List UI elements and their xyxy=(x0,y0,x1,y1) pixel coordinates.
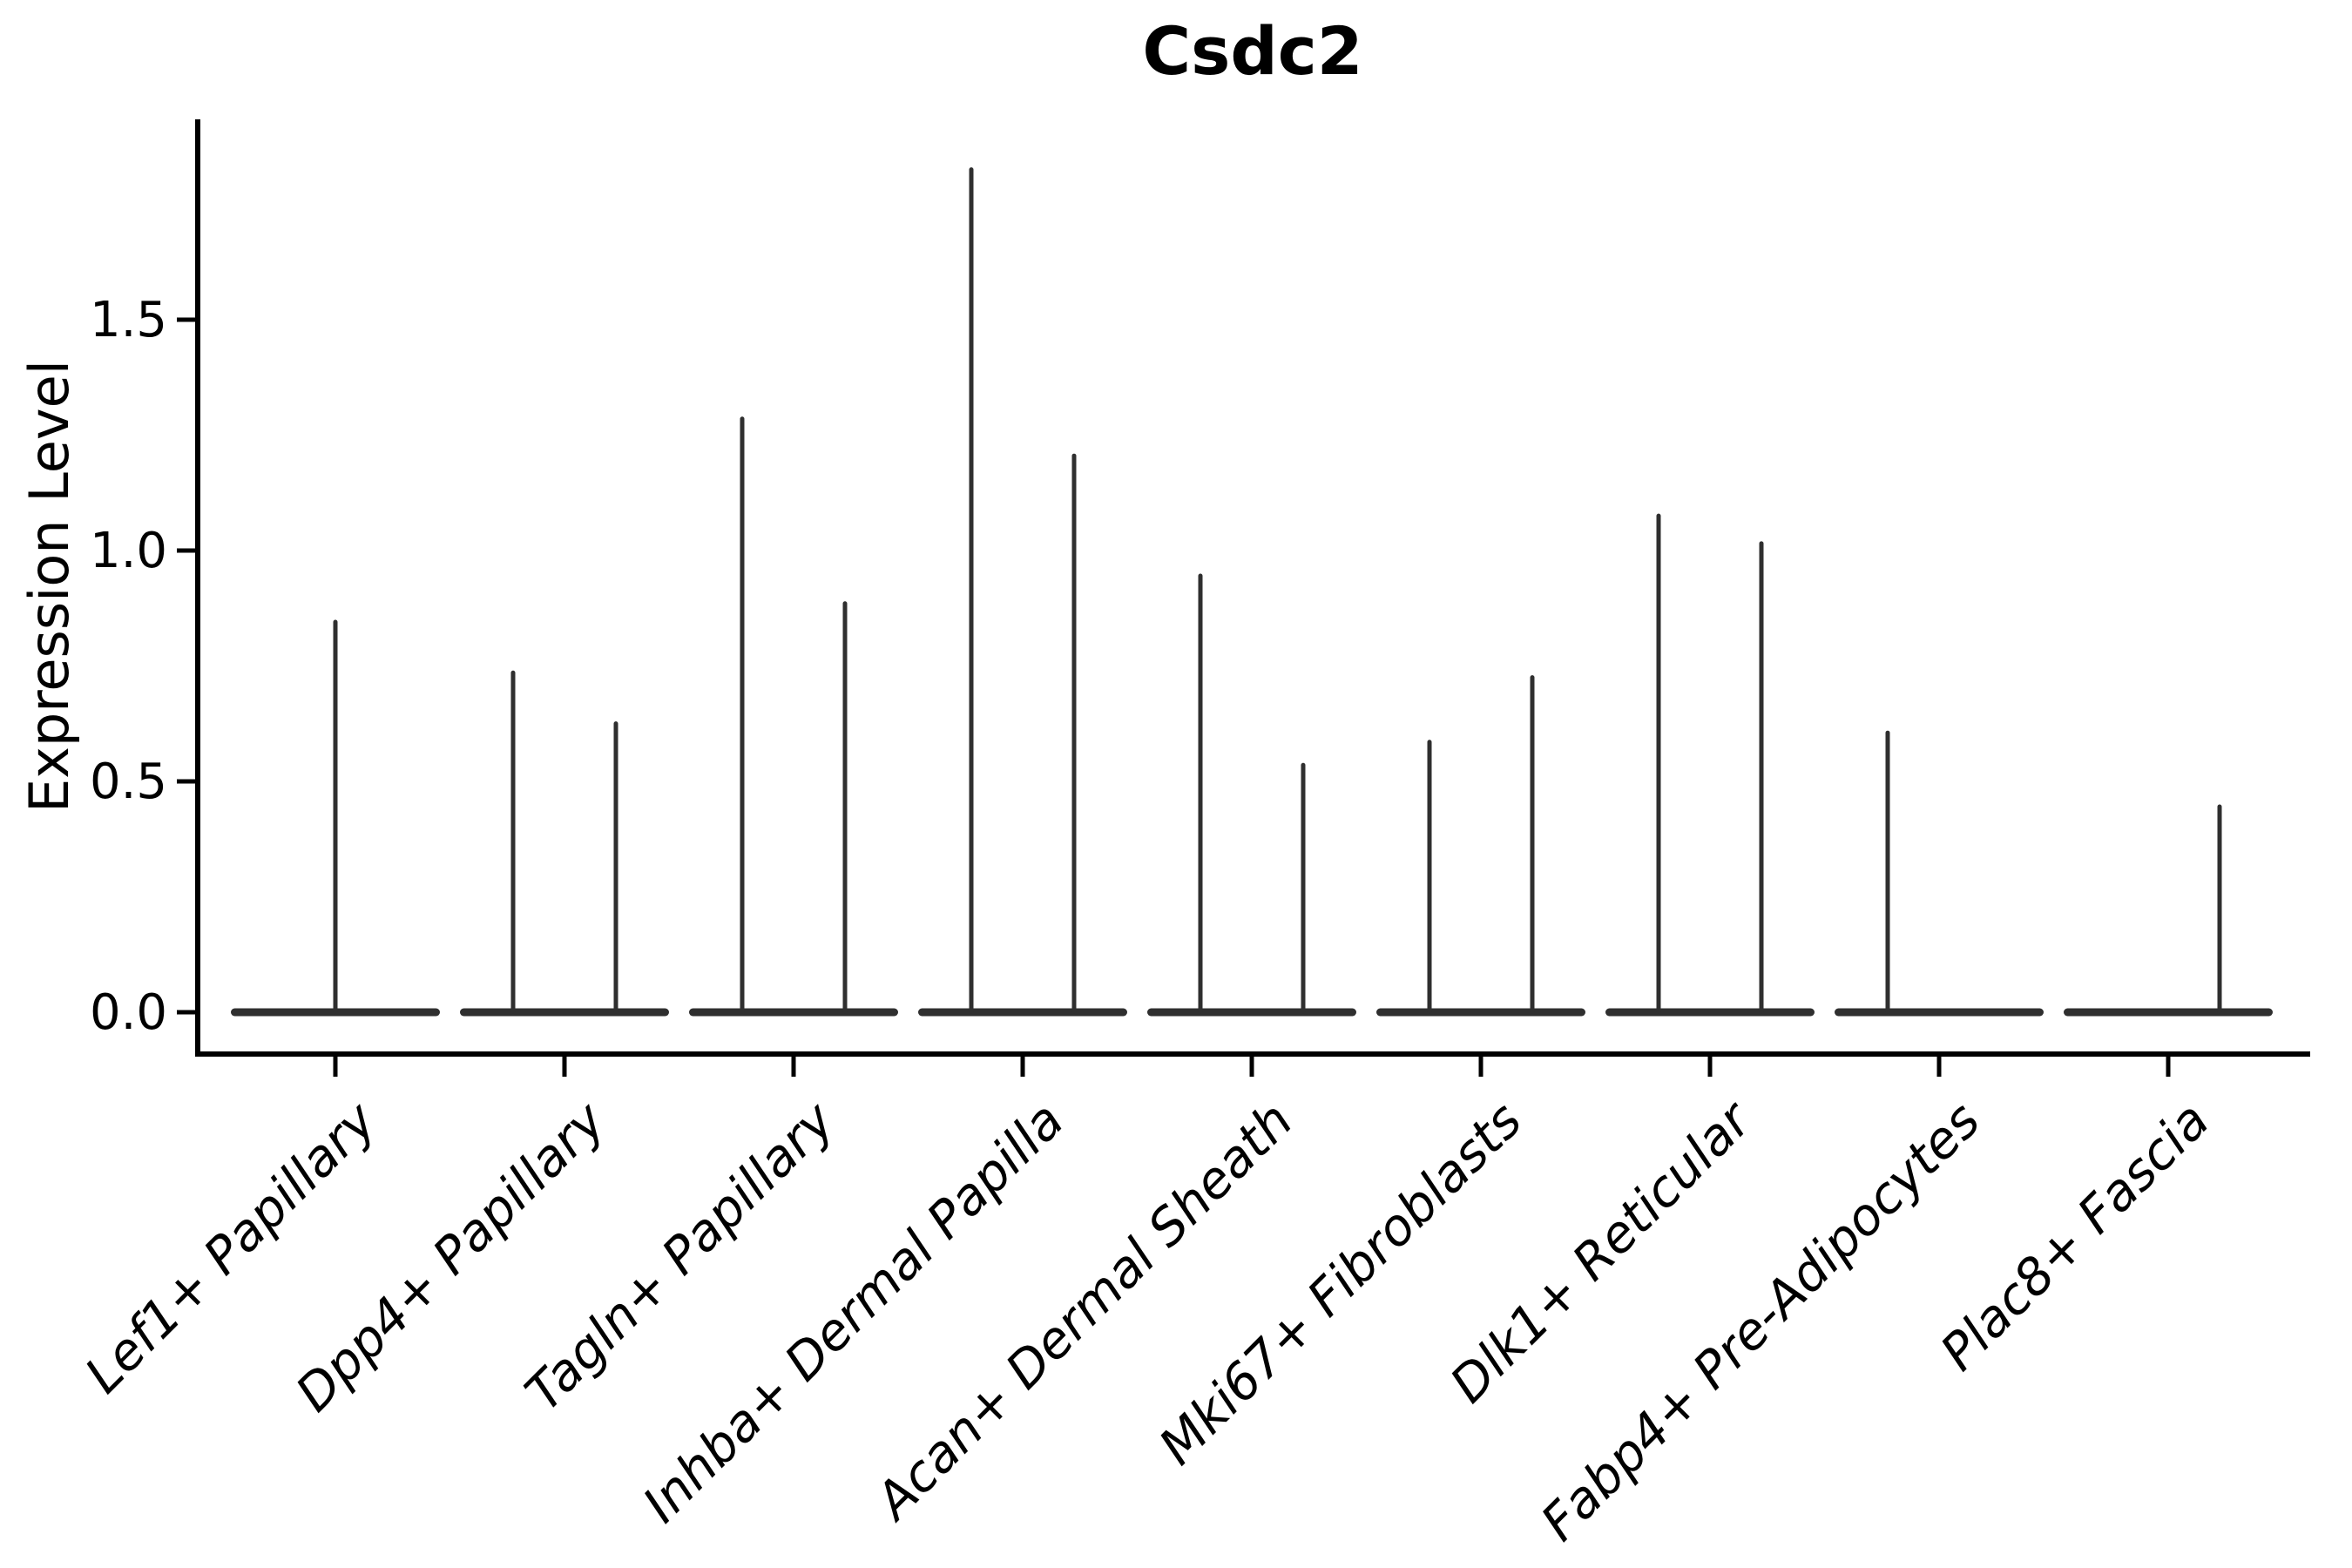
violin-base xyxy=(1376,1008,1585,1017)
y-axis-title: Expression Level xyxy=(17,360,81,813)
x-tick-label: Acan+ Dermal Sheath xyxy=(862,1091,1304,1533)
y-tick-label: 1.5 xyxy=(90,292,167,348)
violin-base xyxy=(1147,1008,1356,1017)
y-tick-label: 1.0 xyxy=(90,523,167,579)
violin-base xyxy=(918,1008,1127,1017)
x-tick-label: Inhba+ Dermal Papilla xyxy=(632,1091,1075,1534)
violin-base xyxy=(460,1008,669,1017)
x-tick-label: Fabp4+ Pre-Adipocytes xyxy=(1530,1091,1991,1552)
violin-base xyxy=(1835,1008,2044,1017)
violins-layer xyxy=(231,167,2273,1017)
y-tick-label: 0.5 xyxy=(90,754,167,810)
violin-base xyxy=(689,1008,898,1017)
violin-base xyxy=(1605,1008,1815,1017)
axes-layer xyxy=(177,119,2310,1077)
violin-base xyxy=(2064,1008,2273,1017)
chart-title: Csdc2 xyxy=(1142,12,1362,90)
y-tick-label: 0.0 xyxy=(90,984,167,1041)
